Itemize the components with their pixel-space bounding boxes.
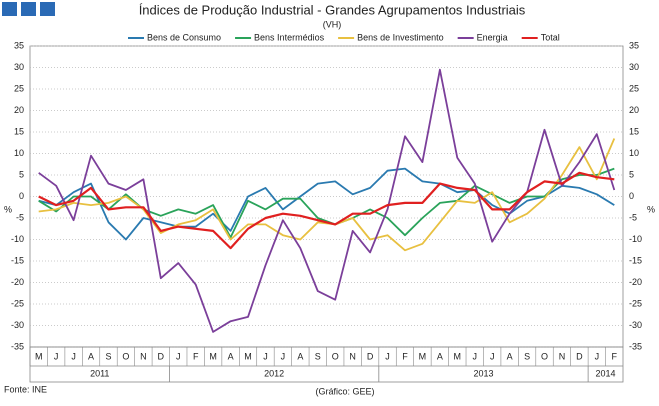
source: Fonte: INE <box>4 384 47 394</box>
x-tick-label: O <box>332 351 339 361</box>
y-tick-label: 35 <box>629 40 639 50</box>
y-tick-label: -35 <box>629 341 642 351</box>
x-tick-label: A <box>507 351 513 361</box>
x-tick-label: J <box>473 351 478 361</box>
x-tick-label: J <box>385 351 390 361</box>
x-tick-label: N <box>349 351 356 361</box>
credit: (Gráfico: GEE) <box>315 386 374 396</box>
y-tick-label: 10 <box>629 148 639 158</box>
y-tick-label: -20 <box>11 277 24 287</box>
series-line <box>38 167 615 239</box>
series-line <box>38 68 616 333</box>
x-tick-label: J <box>54 351 59 361</box>
y-axis-label: % <box>647 204 655 214</box>
series-line <box>38 171 615 250</box>
x-tick-label: D <box>576 351 583 361</box>
x-tick-label: N <box>140 351 147 361</box>
y-tick-label: -15 <box>629 255 642 265</box>
x-tick-label: J <box>281 351 286 361</box>
y-tick-label: -15 <box>11 255 24 265</box>
x-tick-label: M <box>244 351 252 361</box>
x-tick-label: J <box>595 351 600 361</box>
y-tick-label: 0 <box>629 191 634 201</box>
y-tick-label: -30 <box>11 320 24 330</box>
series-line <box>38 167 615 241</box>
legend-label: Total <box>541 32 560 42</box>
x-tick-label: S <box>524 351 530 361</box>
x-tick-label: M <box>454 351 462 361</box>
x-tick-label: F <box>402 351 408 361</box>
x-tick-label: A <box>88 351 94 361</box>
x-tick-label: D <box>367 351 374 361</box>
y-tick-label: 35 <box>14 40 24 50</box>
legend-label: Bens Intermédios <box>254 32 325 42</box>
y-tick-label: 15 <box>14 126 24 136</box>
y-tick-label: 20 <box>629 105 639 115</box>
logo-square <box>40 2 55 16</box>
x-tick-label: D <box>158 351 165 361</box>
y-tick-label: -5 <box>16 212 24 222</box>
y-tick-label: 30 <box>14 62 24 72</box>
y-tick-label: -10 <box>11 234 24 244</box>
year-label: 2013 <box>473 368 493 378</box>
x-tick-label: S <box>105 351 111 361</box>
legend-label: Energia <box>477 32 508 42</box>
logo-square <box>2 2 17 16</box>
y-tick-label: -20 <box>629 277 642 287</box>
y-tick-label: -10 <box>629 234 642 244</box>
x-tick-label: A <box>297 351 303 361</box>
y-tick-label: 10 <box>14 148 24 158</box>
legend-label: Bens de Consumo <box>147 32 221 42</box>
x-tick-label: F <box>193 351 199 361</box>
x-tick-label: M <box>419 351 427 361</box>
x-tick-label: S <box>315 351 321 361</box>
y-tick-label: 20 <box>14 105 24 115</box>
y-tick-label: -25 <box>11 298 24 308</box>
x-tick-label: J <box>71 351 76 361</box>
x-tick-label: F <box>612 351 618 361</box>
x-tick-label: M <box>35 351 43 361</box>
x-tick-label: J <box>490 351 495 361</box>
logo-square <box>21 2 36 16</box>
y-tick-label: 25 <box>629 83 639 93</box>
chart-title: Índices de Produção Industrial - Grandes… <box>139 2 526 17</box>
y-tick-label: 30 <box>629 62 639 72</box>
y-tick-label: -35 <box>11 341 24 351</box>
x-tick-label: A <box>437 351 443 361</box>
y-axis-label: % <box>4 204 12 214</box>
x-tick-label: N <box>559 351 566 361</box>
x-tick-label: M <box>209 351 217 361</box>
y-tick-label: -5 <box>629 212 637 222</box>
y-tick-label: 0 <box>19 191 24 201</box>
chart-subtitle: (VH) <box>323 19 342 29</box>
x-tick-label: O <box>122 351 129 361</box>
y-tick-label: 5 <box>629 169 634 179</box>
x-tick-label: J <box>176 351 181 361</box>
year-label: 2012 <box>264 368 284 378</box>
y-tick-label: 5 <box>19 169 24 179</box>
x-tick-label: A <box>228 351 234 361</box>
y-tick-label: -30 <box>629 320 642 330</box>
x-tick-label: J <box>263 351 268 361</box>
y-tick-label: -25 <box>629 298 642 308</box>
year-label: 2011 <box>90 368 109 378</box>
x-tick-label: O <box>541 351 548 361</box>
y-tick-label: 15 <box>629 126 639 136</box>
year-label: 2014 <box>596 368 616 378</box>
legend-label: Bens de Investimento <box>357 32 444 42</box>
y-tick-label: 25 <box>14 83 24 93</box>
